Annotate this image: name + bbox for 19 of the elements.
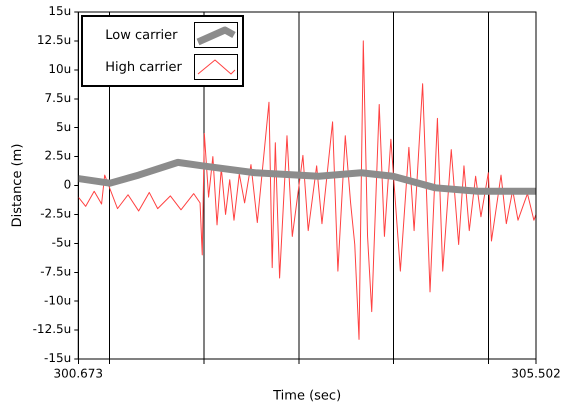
- y-tick-label: -10u: [44, 293, 72, 308]
- x-tick-label: 305.502: [511, 366, 561, 380]
- y-tick-label: 10u: [48, 62, 72, 76]
- y-tick-label: 0: [64, 178, 72, 192]
- y-tick-label: 2.5u: [44, 148, 72, 163]
- y-tick-label: 5u: [56, 120, 72, 134]
- y-tick-label: -5u: [52, 235, 72, 250]
- y-tick-label: 7.5u: [44, 90, 72, 105]
- y-tick-label: -7.5u: [40, 264, 72, 278]
- y-tick-label: 15u: [48, 4, 72, 18]
- y-tick-label: -12.5u: [32, 322, 72, 336]
- y-axis-title: Distance (m): [10, 144, 26, 228]
- x-axis-title: Time (sec): [272, 388, 342, 404]
- legend-label: High carrier: [105, 60, 182, 74]
- x-tick-label: 300.673: [53, 366, 104, 380]
- y-tick-label: -2.5u: [40, 206, 72, 221]
- y-tick-label: 12.5u: [36, 33, 72, 48]
- legend-label: Low carrier: [105, 28, 178, 42]
- y-tick-label: -15u: [44, 351, 72, 366]
